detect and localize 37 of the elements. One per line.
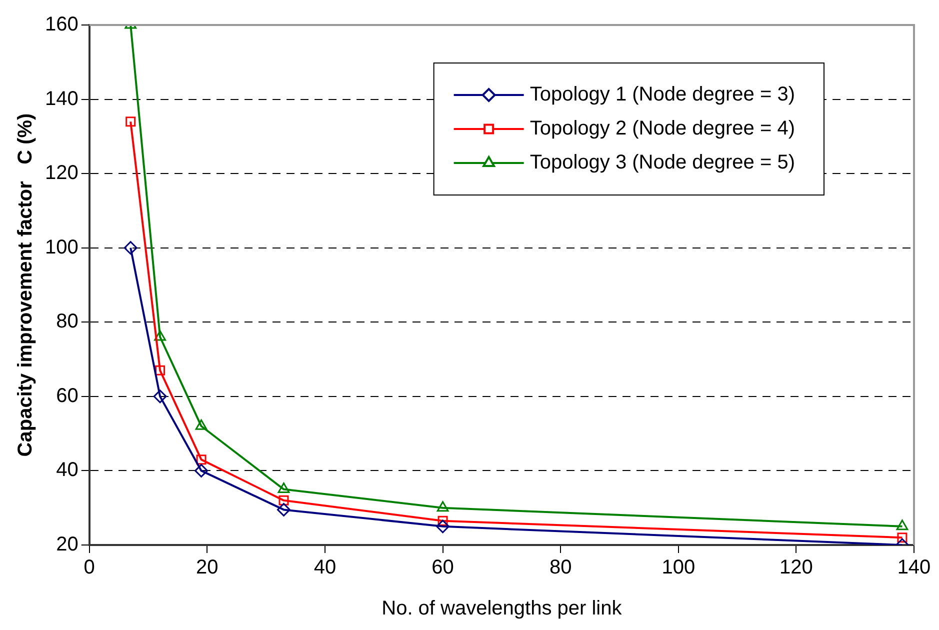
x-tick-label: 140 [897,556,931,579]
y-axis-title: Capacity improvement factor C (%) [14,113,37,457]
point [155,365,166,376]
x-tick-label: 60 [432,556,454,579]
y-tick-label: 40 [56,459,78,482]
y-tick-label: 160 [44,14,78,36]
x-tick-label: 40 [314,556,336,579]
legend-label: Topology 3 (Node degree = 5) [530,152,796,174]
point [276,502,290,516]
y-tick-label: 120 [44,162,78,184]
point [278,495,289,506]
legend-label: Topology 1 (Node degree = 3) [530,84,796,106]
y-tick-label: 80 [56,310,78,333]
x-tick-label: 100 [662,556,696,579]
y-tick-label: 140 [44,88,78,110]
y-tick-label: 20 [56,534,78,556]
point [897,532,908,543]
x-axis-title: No. of wavelengths per link [382,598,623,620]
x-tick-label: 20 [196,556,218,579]
x-tick-label: 0 [84,556,95,579]
point [195,419,208,430]
point [196,454,206,465]
point [438,516,448,526]
point [436,520,450,534]
point [436,501,449,512]
x-tick-label: 80 [549,556,572,579]
y-tick-label: 100 [44,236,78,258]
point [896,520,908,530]
legend-label: Topology 2 (Node degree = 4) [530,118,796,140]
y-tick-label: 60 [56,384,78,407]
x-tick-label: 120 [780,556,813,579]
point [126,116,136,127]
point [124,241,138,255]
point [278,482,290,494]
point [194,464,208,478]
point [153,390,167,404]
point [154,330,166,341]
